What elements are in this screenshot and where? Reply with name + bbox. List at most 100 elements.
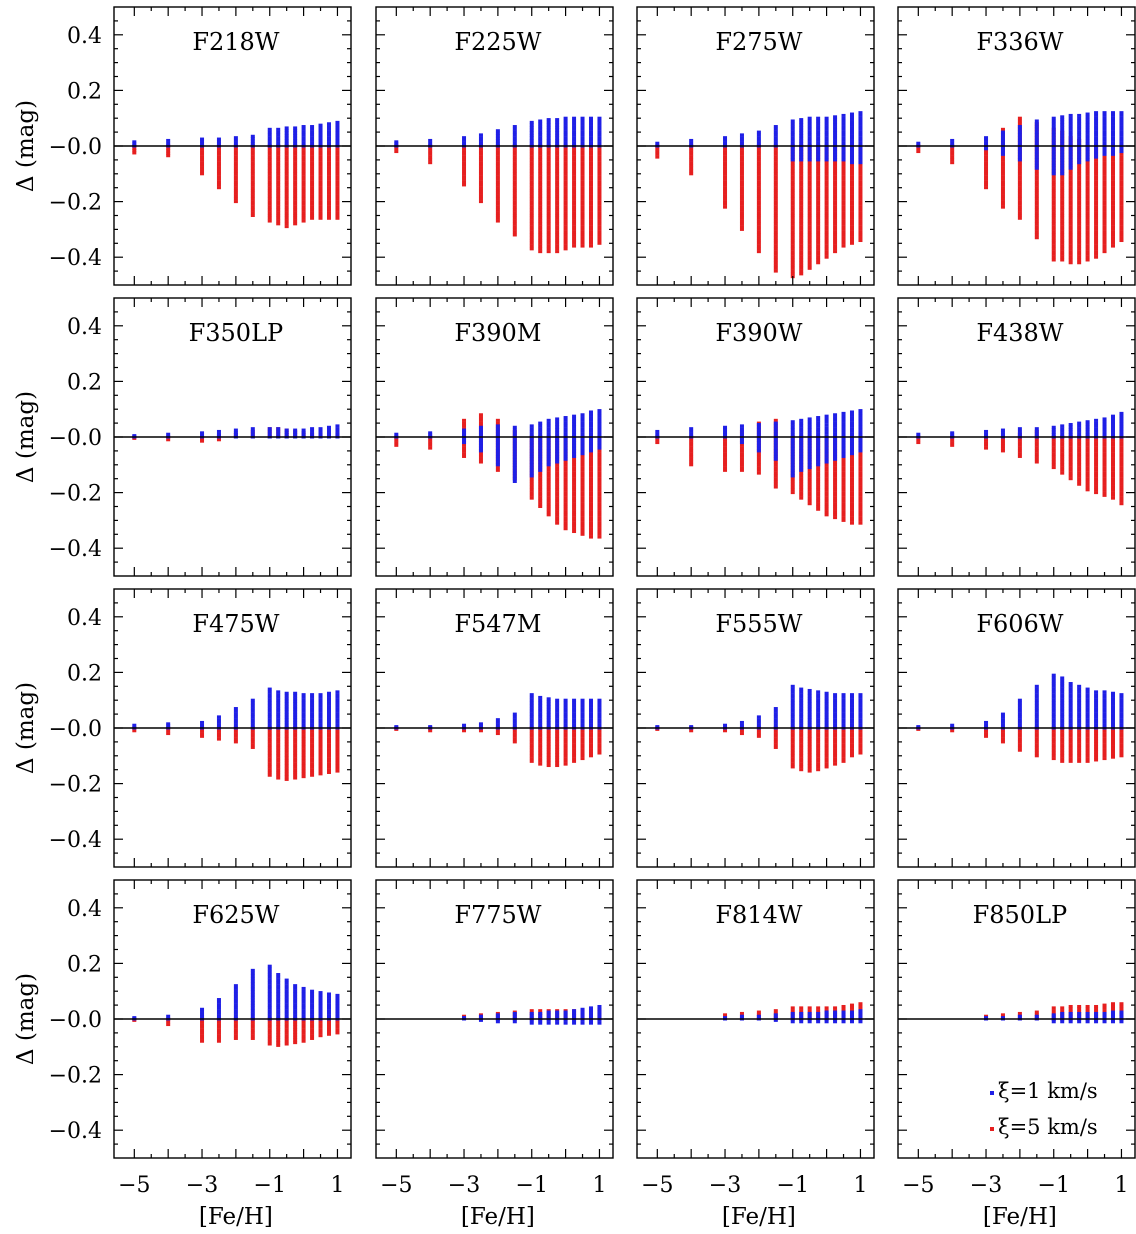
xi5-point — [538, 732, 543, 736]
xi1-point — [512, 136, 517, 140]
xi5-point — [1000, 439, 1005, 443]
xi5-point — [478, 155, 483, 159]
xi5-point — [267, 197, 272, 201]
xi5-point — [1110, 172, 1115, 176]
xi5-point — [689, 460, 694, 464]
xi1-point — [563, 432, 568, 436]
xi5-point — [807, 227, 812, 231]
xi5-point — [597, 502, 602, 506]
xi5-point — [807, 230, 812, 234]
xi5-point — [756, 166, 761, 170]
xi5-point — [555, 158, 560, 162]
xi5-point — [580, 233, 585, 237]
xi5-point — [572, 521, 577, 525]
xi5-point — [807, 208, 812, 212]
xi5-point — [739, 225, 744, 229]
xi5-point — [773, 258, 778, 262]
xi5-point — [1094, 200, 1099, 204]
xi5-point — [1085, 211, 1090, 215]
xi1-point — [326, 425, 331, 429]
xi5-point — [394, 441, 399, 445]
xi1-point — [1119, 425, 1124, 428]
xi1-point — [841, 417, 846, 421]
xi1-point — [799, 142, 804, 146]
xi5-point — [1094, 166, 1099, 170]
xi5-point — [1085, 482, 1090, 486]
xi1-point — [807, 449, 812, 453]
xi5-point — [723, 180, 728, 184]
xi5-point — [1085, 225, 1090, 229]
xi5-point — [1110, 466, 1115, 470]
xi5-point — [655, 152, 660, 156]
xi5-point — [555, 152, 560, 156]
xi5-point — [824, 485, 829, 489]
xi1-point — [538, 432, 543, 436]
xi1-point — [318, 712, 323, 716]
xi5-point — [293, 169, 298, 173]
xi1-point — [833, 131, 838, 135]
xi5-point — [495, 466, 500, 470]
xi1-point — [572, 138, 577, 142]
xi5-point — [1060, 466, 1065, 470]
xi1-point — [555, 452, 560, 456]
xi5-point — [1094, 244, 1099, 248]
xi5-point — [739, 169, 744, 173]
xi1-point — [495, 139, 500, 143]
xi1-point — [841, 414, 846, 418]
xi5-point — [538, 743, 543, 747]
xi5-point — [529, 485, 534, 489]
xi1-point — [739, 424, 744, 428]
xi5-point — [546, 172, 551, 176]
xi1-point — [478, 444, 483, 448]
xi5-point — [1017, 183, 1022, 187]
xi5-point — [495, 161, 500, 165]
xi5-point — [858, 183, 863, 187]
xi1-point — [807, 430, 812, 434]
xi5-point — [546, 485, 551, 489]
xi5-point — [462, 424, 467, 428]
xi5-point — [739, 468, 744, 472]
xi5-point — [1102, 166, 1107, 170]
xi5-point — [1077, 188, 1082, 192]
xi5-point — [833, 219, 838, 223]
xi5-point — [310, 757, 315, 761]
xi1-point — [233, 433, 238, 437]
xi5-point — [546, 202, 551, 206]
xi1-point — [807, 463, 812, 467]
xi5-point — [233, 186, 238, 190]
xi5-point — [572, 211, 577, 215]
xi1-point — [723, 433, 728, 437]
xi5-point — [326, 194, 331, 198]
xi5-point — [301, 202, 306, 206]
xi5-point — [529, 244, 534, 248]
xi5-point — [555, 466, 560, 470]
xi5-point — [512, 150, 517, 154]
xi1-point — [849, 112, 854, 116]
xi5-point — [807, 186, 812, 190]
xi1-point — [1110, 125, 1115, 129]
xi1-point — [816, 122, 821, 126]
xi5-point — [580, 241, 585, 245]
xi5-point — [555, 753, 560, 757]
xi5-point — [597, 241, 602, 245]
xi5-point — [816, 166, 821, 170]
xi5-point — [816, 216, 821, 220]
xi1-point — [267, 138, 272, 142]
xi1-point — [1051, 136, 1056, 140]
xi1-point — [301, 428, 306, 432]
xi1-point — [849, 452, 854, 456]
xi1-point — [1060, 123, 1065, 127]
xi1-point — [546, 446, 551, 450]
xi5-point — [326, 200, 331, 204]
xi5-point — [1110, 216, 1115, 220]
xi5-point — [1068, 183, 1073, 187]
xi5-point — [293, 147, 298, 151]
xi5-point — [166, 151, 171, 155]
xi5-point — [1110, 222, 1115, 226]
xi1-point — [326, 141, 331, 145]
xi1-point — [1119, 113, 1124, 117]
xi5-point — [267, 732, 272, 736]
xi5-point — [293, 219, 298, 223]
xi1-point — [824, 446, 829, 450]
xi5-point — [250, 202, 255, 206]
